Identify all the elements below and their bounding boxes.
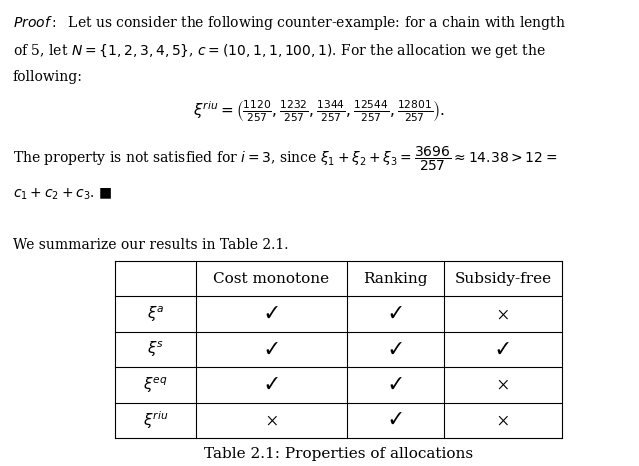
Text: ×: × xyxy=(498,412,509,428)
Text: ✓: ✓ xyxy=(389,412,401,428)
Text: Subsidy-free: Subsidy-free xyxy=(454,272,551,286)
Text: ✓: ✓ xyxy=(389,342,401,357)
Text: Table 2.1: Properties of allocations: Table 2.1: Properties of allocations xyxy=(204,447,473,461)
Text: $\xi^s$: $\xi^s$ xyxy=(147,340,164,359)
Text: Ranking: Ranking xyxy=(363,272,427,286)
Text: $\xi^{eq}$: $\xi^{eq}$ xyxy=(143,375,168,395)
Text: We summarize our results in Table 2.1.: We summarize our results in Table 2.1. xyxy=(13,238,288,252)
Text: $\it{Proof:}$  Let us consider the following counter-example: for a chain with l: $\it{Proof:}$ Let us consider the follow… xyxy=(13,14,566,32)
Text: ✓: ✓ xyxy=(389,377,401,393)
Text: of 5, let $N = \{1,2,3,4,5\}$, $c = (10,1,1,100,1)$. For the allocation we get t: of 5, let $N = \{1,2,3,4,5\}$, $c = (10,… xyxy=(13,42,546,60)
Text: ✓: ✓ xyxy=(497,342,509,357)
Text: ×: × xyxy=(498,377,509,393)
Text: ×: × xyxy=(498,306,509,322)
Text: ×: × xyxy=(266,412,277,428)
Text: Cost monotone: Cost monotone xyxy=(213,272,329,286)
Text: ✓: ✓ xyxy=(265,306,277,322)
Text: ✓: ✓ xyxy=(265,342,277,357)
Text: The property is not satisfied for $i=3$, since $\xi_1 + \xi_2 + \xi_3 = \dfrac{3: The property is not satisfied for $i=3$,… xyxy=(13,144,557,173)
Text: ✓: ✓ xyxy=(389,306,401,322)
Text: ✓: ✓ xyxy=(265,377,277,393)
Text: $c_1 + c_2 + c_3$. $\blacksquare$: $c_1 + c_2 + c_3$. $\blacksquare$ xyxy=(13,186,112,202)
Text: $\xi^{riu} = \left(\frac{1120}{257}, \frac{1232}{257}, \frac{1344}{257}, \frac{1: $\xi^{riu} = \left(\frac{1120}{257}, \fr… xyxy=(194,98,445,124)
Text: following:: following: xyxy=(13,70,82,84)
Text: $\xi^{riu}$: $\xi^{riu}$ xyxy=(142,410,168,431)
Text: $\xi^a$: $\xi^a$ xyxy=(147,304,164,324)
